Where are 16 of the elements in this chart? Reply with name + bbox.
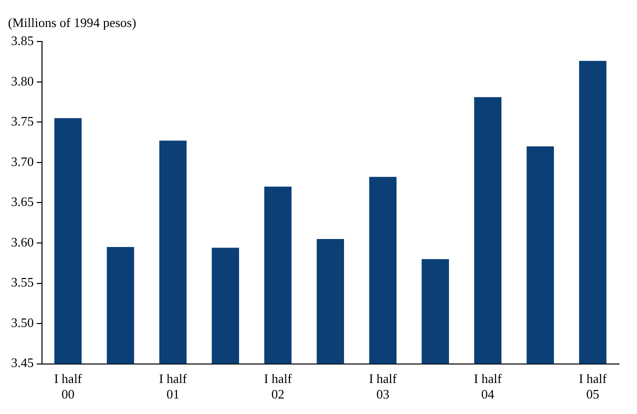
x-tick-label: I half 02 [264,371,292,402]
x-tick-label: I half 05 [578,371,608,402]
y-tick-label: 3.75 [11,114,34,129]
y-axis-title: (Millions of 1994 pesos) [8,15,136,30]
x-tick-label: I half 00 [54,371,83,402]
y-tick-label: 3.60 [11,234,34,250]
y-tick-label: 3.50 [11,314,34,330]
y-tick-label: 3.85 [11,33,34,48]
y-tick-label: 3.45 [11,355,34,370]
x-tick-label: I half 01 [159,371,188,402]
x-tick-label: I half 03 [368,371,398,402]
y-tick-label: 3.80 [11,73,34,88]
y-tick-label: 3.70 [11,154,34,169]
x-tick-label: I half 04 [474,371,502,402]
y-tick-label: 3.55 [11,274,34,290]
y-tick-label: 3.65 [11,194,34,210]
